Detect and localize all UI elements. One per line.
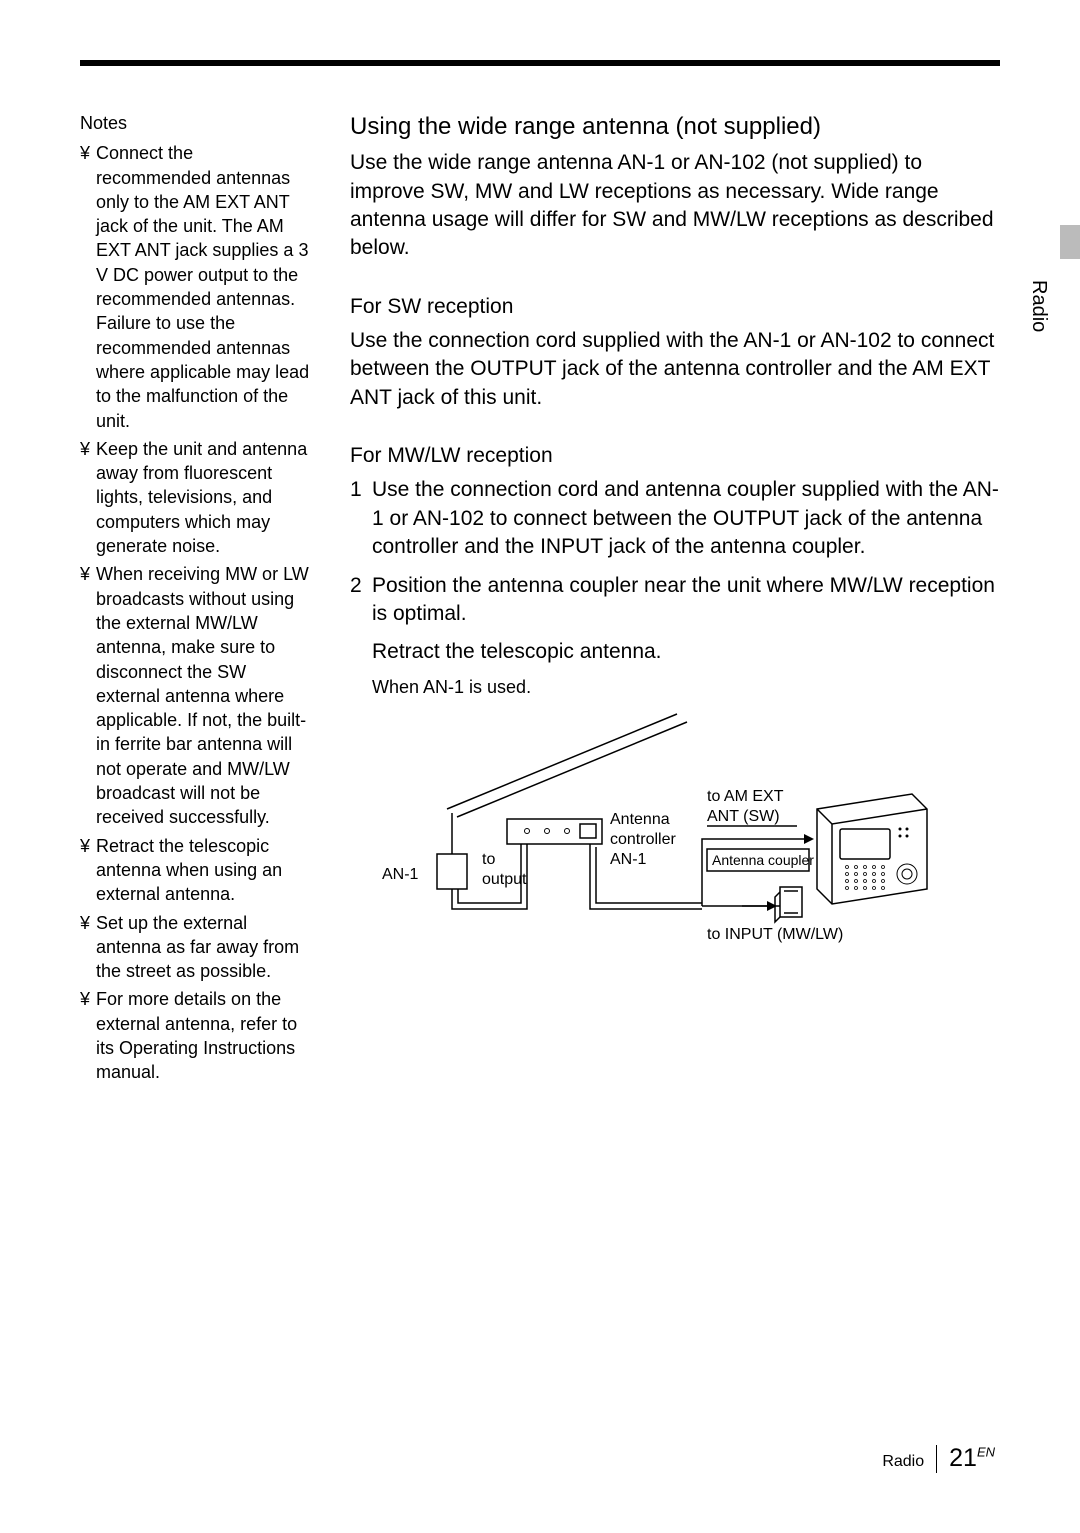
- svg-text:controller: controller: [610, 831, 676, 848]
- svg-text:AN-1: AN-1: [610, 851, 647, 868]
- mwlw-heading: For MW/LW reception: [350, 442, 1000, 470]
- note-item: ¥Retract the telescopic antenna when usi…: [80, 834, 310, 907]
- bullet-icon: ¥: [80, 141, 90, 433]
- top-rule: [80, 60, 1000, 66]
- main-heading: Using the wide range antenna (not suppli…: [350, 111, 1000, 143]
- svg-text:to INPUT (MW/LW): to INPUT (MW/LW): [707, 926, 843, 943]
- footer-divider: [936, 1445, 937, 1473]
- retract-note: Retract the telescopic antenna.: [372, 638, 1000, 666]
- footer-page-number: 21EN: [949, 1444, 995, 1473]
- step-item: 1Use the connection cord and antenna cou…: [350, 476, 1000, 561]
- svg-text:AN-1: AN-1: [382, 866, 419, 883]
- notes-title: Notes: [80, 111, 310, 135]
- footer-superscript: EN: [977, 1445, 995, 1460]
- footer-section: Radio: [882, 1453, 924, 1471]
- svg-text:Antenna: Antenna: [610, 811, 670, 828]
- note-text: Keep the unit and antenna away from fluo…: [96, 437, 310, 558]
- step-number: 1: [350, 476, 372, 561]
- note-text: Set up the external antenna as far away …: [96, 911, 310, 984]
- sw-body: Use the connection cord supplied with th…: [350, 327, 1000, 412]
- bullet-icon: ¥: [80, 437, 90, 558]
- side-tab-bar: [1060, 225, 1080, 259]
- antenna-diagram: AN-1 to output Antenna controller AN-1 to AM E…: [372, 709, 1000, 957]
- note-text: For more details on the external antenna…: [96, 987, 310, 1084]
- step-number: 2: [350, 572, 372, 629]
- step-text: Position the antenna coupler near the un…: [372, 572, 1000, 629]
- note-item: ¥Connect the recommended antennas only t…: [80, 141, 310, 433]
- bullet-icon: ¥: [80, 911, 90, 984]
- note-item: ¥Set up the external antenna as far away…: [80, 911, 310, 984]
- page-footer: Radio 21EN: [882, 1444, 995, 1473]
- svg-text:Antenna coupler: Antenna coupler: [712, 852, 814, 868]
- svg-text:to: to: [482, 851, 495, 868]
- note-item: ¥For more details on the external antenn…: [80, 987, 310, 1084]
- side-tab-label: Radio: [1027, 280, 1050, 332]
- note-text: Retract the telescopic antenna when usin…: [96, 834, 310, 907]
- note-item: ¥When receiving MW or LW broadcasts with…: [80, 562, 310, 829]
- intro-paragraph: Use the wide range antenna AN-1 or AN-10…: [350, 149, 1000, 262]
- svg-text:to AM EXT: to AM EXT: [707, 788, 784, 805]
- note-text: Connect the recommended antennas only to…: [96, 141, 310, 433]
- note-text: When receiving MW or LW broadcasts witho…: [96, 562, 310, 829]
- bullet-icon: ¥: [80, 834, 90, 907]
- step-item: 2Position the antenna coupler near the u…: [350, 572, 1000, 629]
- svg-text:output: output: [482, 871, 527, 888]
- step-text: Use the connection cord and antenna coup…: [372, 476, 1000, 561]
- svg-text:ANT (SW): ANT (SW): [707, 808, 780, 825]
- bullet-icon: ¥: [80, 562, 90, 829]
- notes-sidebar: Notes ¥Connect the recommended antennas …: [80, 111, 310, 1089]
- sw-heading: For SW reception: [350, 293, 1000, 321]
- main-content: Using the wide range antenna (not suppli…: [350, 111, 1000, 1089]
- diagram-caption: When AN-1 is used.: [372, 675, 1000, 699]
- note-item: ¥Keep the unit and antenna away from flu…: [80, 437, 310, 558]
- bullet-icon: ¥: [80, 987, 90, 1084]
